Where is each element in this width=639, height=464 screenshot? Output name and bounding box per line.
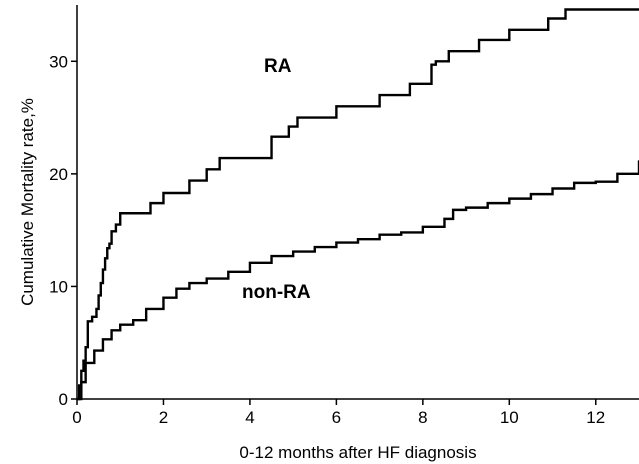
y-axis-label: Cumulative Mortality rate,% [18, 98, 37, 306]
y-tick-label: 0 [59, 390, 68, 409]
series-label-ra: RA [264, 56, 292, 77]
series-line-non-ra [77, 160, 639, 401]
series-label-non-ra: non-RA [242, 282, 311, 303]
plot-lines [77, 8, 639, 401]
x-ticks: 0 2 4 6 8 10 12 [72, 399, 605, 427]
x-tick-label: 12 [586, 408, 605, 427]
series-line-ra [77, 8, 639, 401]
x-tick-label: 2 [159, 408, 168, 427]
x-axis-label: 0-12 months after HF diagnosis [239, 443, 476, 462]
y-ticks: 0 10 20 30 [49, 52, 77, 409]
x-tick-label: 10 [500, 408, 519, 427]
y-tick-label: 10 [49, 277, 68, 296]
x-tick-label: 4 [245, 408, 254, 427]
y-tick-label: 20 [49, 165, 68, 184]
x-tick-label: 0 [72, 408, 81, 427]
x-tick-label: 6 [332, 408, 341, 427]
y-tick-label: 30 [49, 52, 68, 71]
x-tick-label: 8 [418, 408, 427, 427]
